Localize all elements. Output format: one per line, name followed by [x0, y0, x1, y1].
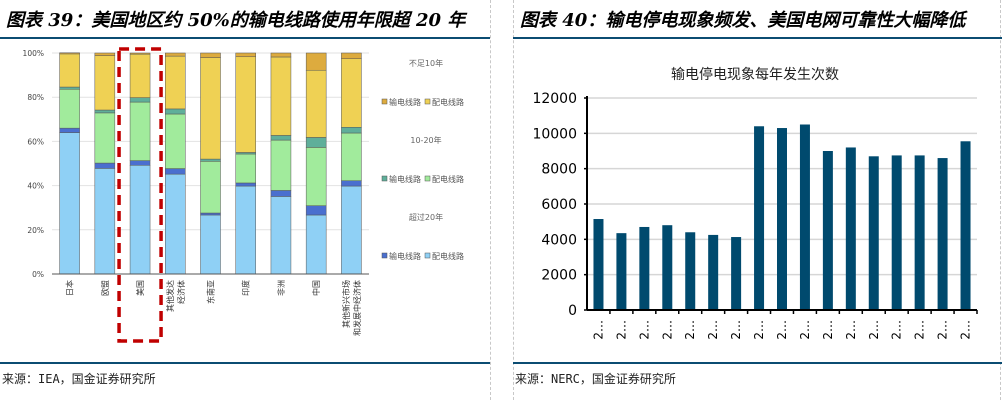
legend-swatch [381, 175, 388, 182]
legend-swatch [424, 98, 431, 105]
x-tick-label: 2… [614, 320, 628, 340]
bar-segment [270, 52, 292, 58]
legend-item-label: 配电线路 [432, 174, 464, 184]
stacked-bar-chart-line-age: 0% 20% 40% 60% 80% 100% 日本 欧盟 美国 其他发达 经济体 东南亚 印度 非洲 中国… [23, 47, 464, 343]
bar [845, 147, 856, 310]
legend-group-label: 不足10年 [409, 58, 443, 68]
legend-swatch [424, 175, 431, 182]
x-tick-label: 2… [637, 320, 651, 340]
x-tick-label: 印度 [241, 280, 251, 296]
legend-item-label: 配电线路 [432, 251, 464, 261]
legend-group-label: 10-20年 [410, 135, 441, 145]
bar [593, 219, 604, 310]
bar [731, 237, 742, 310]
title-underline [513, 37, 1002, 39]
x-tick-label: 经济体 [176, 280, 186, 304]
x-tick-label: 2… [591, 320, 605, 340]
y-tick-label: 0% [32, 270, 44, 279]
x-tick-label: 2… [683, 320, 697, 340]
y-tick-label: 80% [27, 93, 44, 102]
bar [662, 225, 673, 310]
x-tick-label: 2… [890, 320, 904, 340]
y-tick-label: 60% [27, 137, 44, 146]
x-tick-label: 2… [660, 320, 674, 340]
bar-segment [94, 52, 116, 56]
y-tick-label: 2000 [541, 268, 577, 284]
right-chart-title: 图表 40：输电停电现象频发、美国电网可靠性大幅降低 [520, 10, 966, 31]
bar [799, 124, 810, 310]
highlight-box [117, 47, 163, 343]
x-tick-label: 2… [913, 320, 927, 340]
bar [754, 126, 765, 311]
bar [868, 156, 879, 310]
y-tick-label: 8000 [541, 162, 577, 178]
x-tick-label: 中国 [311, 280, 321, 296]
legend-swatch [424, 252, 431, 259]
x-tick-label: 欧盟 [100, 280, 110, 296]
y-tick-label: 4000 [541, 232, 577, 248]
bar-segment [235, 52, 256, 58]
left-source-note: 来源：IEA，国金证券研究所 [2, 372, 156, 386]
x-tick-label: 2… [867, 320, 881, 340]
legend-item-label: 输电线路 [389, 97, 421, 107]
bar-segment [59, 52, 80, 55]
y-tick-label: 20% [27, 226, 44, 235]
bar [960, 141, 971, 310]
x-tick-label: 非洲 [276, 280, 286, 296]
x-tick-label: 2… [775, 320, 789, 340]
y-tick-label: 6000 [541, 197, 577, 213]
bar [914, 155, 925, 310]
x-tick-label: 2… [729, 320, 743, 340]
left-chart-title: 图表 39：美国地区约 50%的输电线路使用年限超 20 年 [6, 10, 466, 31]
x-tick-label: 2… [752, 320, 766, 340]
legend-swatch [381, 252, 388, 259]
legend-item-label: 输电线路 [389, 174, 421, 184]
bar [639, 226, 650, 310]
bar [685, 232, 696, 310]
y-tick-label: 100% [23, 49, 44, 58]
x-tick-label: 其他新兴市场 [341, 280, 351, 328]
x-tick-label: 2… [821, 320, 835, 340]
bar-segment [305, 52, 327, 71]
chart-title: 输电停电现象每年发生次数 [671, 66, 839, 83]
x-tick-label: 2… [798, 320, 812, 340]
bar-chart-outages: 输电停电现象每年发生次数 0 2000 4000 6000 8000 10000 12000 2… [532, 66, 978, 340]
x-tick-label: 2… [959, 320, 973, 340]
legend-item-label: 配电线路 [432, 97, 464, 107]
bar [822, 151, 833, 310]
x-tick-label: 东南亚 [206, 280, 216, 304]
bar [777, 128, 787, 310]
panel-divider [490, 0, 491, 400]
legend-swatch [381, 98, 388, 105]
x-tick-label: 2… [706, 320, 720, 340]
bar-segment [129, 52, 151, 55]
x-tick-label: 2… [936, 320, 950, 340]
bar [616, 233, 627, 310]
bar [937, 158, 948, 310]
bar-segment [165, 52, 186, 57]
title-underline [0, 37, 490, 39]
bar-segment [200, 52, 221, 58]
y-tick-label: 10000 [532, 126, 577, 142]
legend-item-label: 输电线路 [389, 251, 421, 261]
panel-divider [513, 0, 514, 400]
legend-group-label: 超过20年 [409, 212, 443, 222]
right-source-note: 来源：NERC，国金证券研究所 [515, 372, 676, 386]
x-tick-label: 2… [844, 320, 858, 340]
x-tick-label: 日本 [65, 280, 75, 296]
footer-line [513, 362, 1002, 364]
x-tick-label: 其他发达 [165, 280, 175, 312]
bar [708, 234, 719, 310]
bar [891, 155, 902, 310]
y-tick-label: 40% [27, 182, 44, 191]
x-tick-label: 美国 [135, 280, 145, 296]
panel-divider [1000, 0, 1001, 400]
footer-line [0, 362, 490, 364]
x-tick-label: 和发展中经济体 [352, 280, 362, 336]
y-tick-label: 0 [568, 303, 577, 319]
y-tick-label: 12000 [532, 91, 577, 107]
bar-segment [341, 52, 362, 59]
